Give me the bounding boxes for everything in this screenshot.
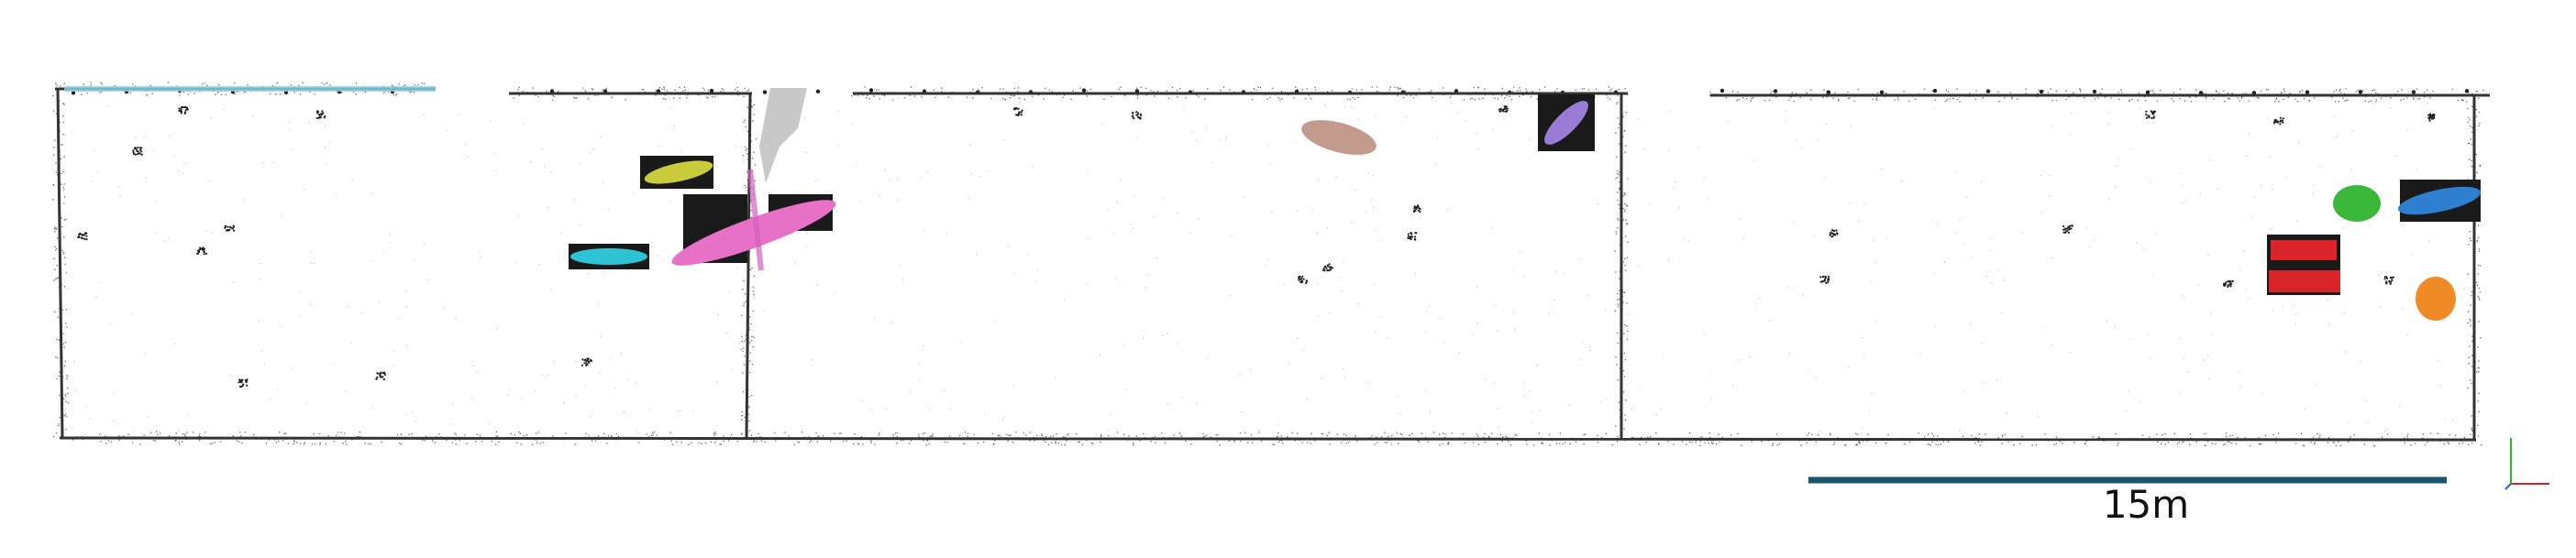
wall-divider-1 [745, 93, 752, 439]
object-brown [1301, 120, 1376, 155]
object-yellow [644, 160, 713, 184]
object-red-bottom [2269, 270, 2340, 292]
building-walls [55, 87, 2490, 442]
axis-gizmo [2504, 438, 2549, 490]
wall-bottom [59, 436, 2477, 442]
object-magenta-trace [747, 169, 764, 271]
scale-label: 15m [2102, 482, 2190, 527]
object-orange [2416, 277, 2456, 321]
object-light-blue-strip [64, 86, 436, 92]
object-blue [2397, 186, 2482, 215]
object-cyan [570, 248, 647, 265]
object-green [2333, 185, 2381, 222]
wall-left [56, 88, 64, 439]
object-grey-cluster [759, 88, 807, 183]
point-cloud-noise [52, 82, 2489, 447]
detected-objects [569, 94, 2482, 321]
axis-z [2504, 483, 2512, 490]
object-pink [671, 200, 836, 266]
object-purple [1544, 101, 1588, 145]
object-red-top [2271, 240, 2337, 260]
